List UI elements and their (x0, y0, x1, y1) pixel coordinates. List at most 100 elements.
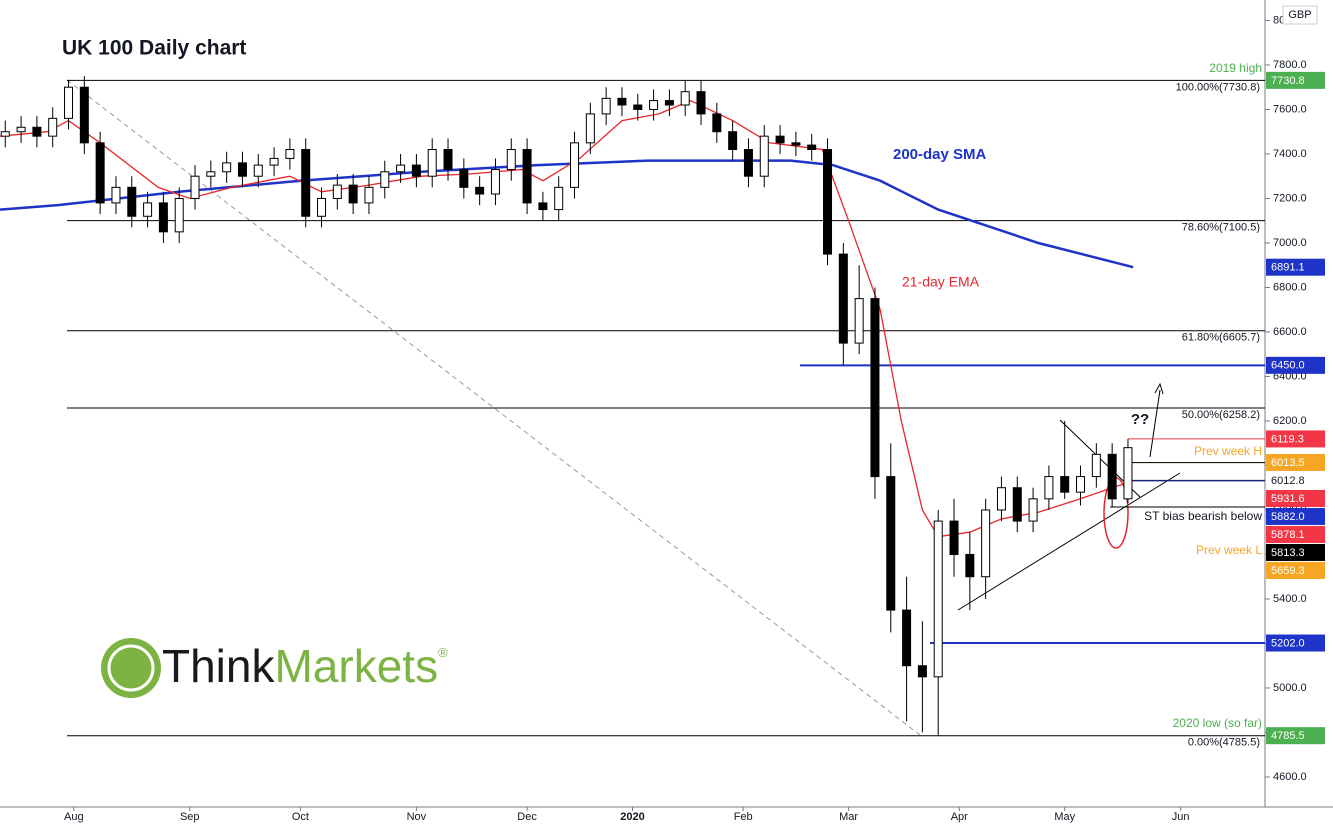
price-tag-label: 6450.0 (1271, 360, 1305, 372)
candle-body (617, 97, 627, 106)
logo-think: Think (162, 640, 275, 692)
candle-body (996, 487, 1006, 511)
candle-body (1091, 453, 1101, 478)
candle-body (1060, 476, 1070, 493)
candle-body (0, 131, 10, 137)
logo-markets: Markets (274, 640, 438, 692)
candle-body (95, 142, 105, 204)
candle-body (64, 86, 74, 119)
candle-body (348, 184, 358, 204)
candle-body (1107, 453, 1117, 500)
candle-body (506, 149, 516, 171)
price-tag (1266, 489, 1325, 507)
candle-body (443, 149, 453, 171)
arrow (1149, 389, 1161, 458)
candle-body (775, 135, 785, 144)
price-tag-label: 5659.3 (1271, 565, 1305, 577)
y-tick-label: 7000.0 (1273, 237, 1307, 249)
candle-body (886, 476, 896, 611)
y-tick-label: 7600.0 (1273, 103, 1307, 115)
candle-body (237, 162, 247, 177)
logo-mark: ® (438, 645, 448, 660)
candle-body (633, 104, 643, 110)
candle-body (949, 520, 959, 555)
logo-ring (107, 644, 155, 692)
price-tag-label: 7730.8 (1271, 75, 1305, 87)
candle-body (411, 164, 421, 177)
candle-body (696, 91, 706, 115)
candle-body (174, 197, 184, 233)
candle-body (158, 202, 168, 233)
candle-body (838, 253, 848, 344)
price-tag-label: 5882.0 (1271, 511, 1305, 523)
x-tick-label: Jun (1172, 811, 1190, 823)
candle-body (807, 144, 817, 151)
candle-body (48, 117, 58, 137)
x-tick-label: May (1054, 811, 1075, 823)
logo: ThinkMarkets® (101, 638, 448, 698)
price-tag (1266, 258, 1325, 276)
fib-label: 61.80%(6605.7) (1182, 332, 1260, 344)
line-label: 21-day EMA (902, 274, 980, 290)
x-tick-label: 2020 (620, 811, 644, 823)
price-tag-label: 5202.0 (1271, 637, 1305, 649)
price-tag (1266, 727, 1325, 745)
price-tag-label: 5931.6 (1271, 493, 1305, 505)
candle-body (728, 131, 738, 151)
annotation: Prev week L (1196, 543, 1262, 557)
price-tag (1266, 561, 1325, 579)
logo-text: ThinkMarkets® (162, 640, 448, 692)
candle-body (427, 149, 437, 177)
candle-body (870, 298, 880, 478)
candle-body (111, 186, 121, 204)
price-tag (1266, 430, 1325, 448)
candle-body (127, 186, 137, 217)
x-tick-label: Dec (517, 811, 537, 823)
candle-body (32, 126, 42, 137)
candle-body (16, 126, 26, 133)
fib-label: 50.00%(6258.2) (1182, 409, 1260, 421)
candle-body (206, 171, 216, 177)
candle-body (981, 509, 991, 578)
price-tag (1266, 543, 1325, 561)
candle-body (601, 97, 611, 115)
candle-body (1044, 476, 1054, 500)
price-tag-label: 6891.1 (1271, 262, 1305, 274)
y-tick-label: 5400.0 (1273, 593, 1307, 605)
annotation: ST bias bearish below (1144, 509, 1262, 523)
y-tick-label: 7800.0 (1273, 59, 1307, 71)
candle-body (570, 142, 580, 188)
candle-body (933, 520, 943, 678)
line-label: 200-day SMA (893, 146, 987, 163)
candle-body (475, 186, 485, 195)
annotation: 2019 high (1209, 61, 1262, 75)
candle-body (143, 202, 153, 217)
fib-label: 0.00%(4785.5) (1188, 737, 1260, 749)
x-tick-label: Oct (292, 811, 309, 823)
candle-body (396, 164, 406, 173)
candle-body (269, 157, 279, 166)
candle-body (680, 91, 690, 106)
fib-label: 78.60%(7100.5) (1182, 222, 1260, 234)
x-tick-label: Apr (951, 811, 968, 823)
price-tag (1266, 471, 1325, 489)
price-tag-label: 6013.5 (1271, 457, 1305, 469)
price-tag-label: 5813.3 (1271, 547, 1305, 559)
candle-body (554, 186, 564, 211)
price-tag (1266, 453, 1325, 471)
price-tag-label: 6119.3 (1271, 433, 1304, 445)
price-tag-label: 5878.1 (1271, 529, 1305, 541)
candle-body (459, 169, 469, 188)
candle-body (902, 609, 912, 667)
candle-body (1028, 498, 1038, 522)
candle-body (522, 149, 532, 204)
candle-body (332, 184, 342, 199)
currency: GBP (1288, 9, 1311, 21)
plot: 4600.04800.05000.05200.05400.05600.05800… (0, 14, 1325, 823)
fib-label: 100.00%(7730.8) (1176, 81, 1260, 93)
x-tick-label: Nov (407, 811, 427, 823)
candle-body (854, 298, 864, 344)
